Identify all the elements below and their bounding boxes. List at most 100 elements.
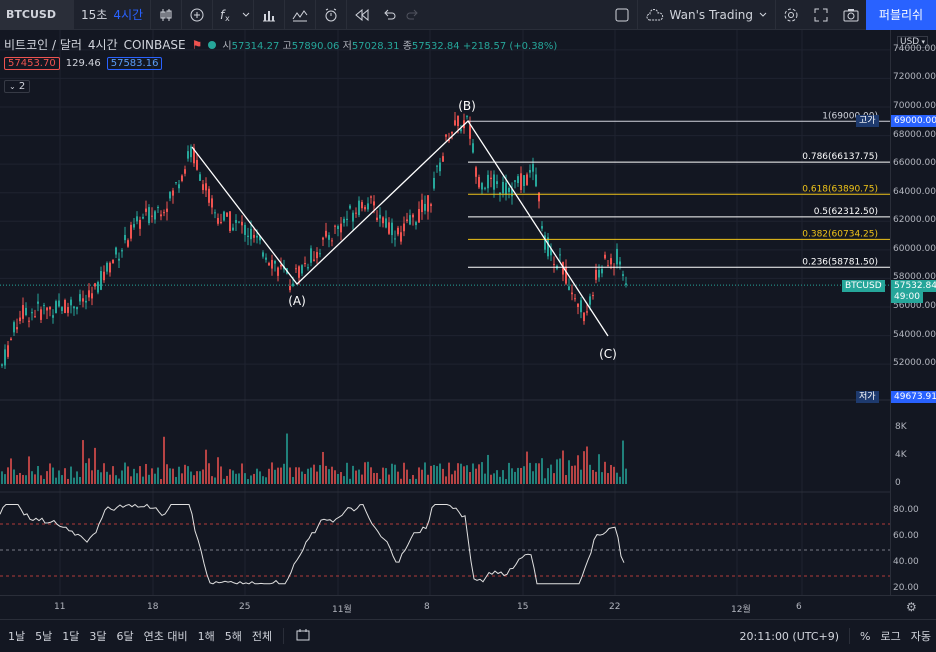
price-tick-label: 54000.00 [893, 329, 936, 340]
candle-body [271, 259, 273, 269]
candle-body [121, 250, 123, 252]
undo-icon[interactable] [377, 0, 401, 30]
candle-body [103, 271, 105, 281]
volume-bar [448, 462, 450, 484]
candle-body [574, 298, 576, 300]
range-button[interactable]: 연초 대비 [143, 630, 188, 643]
auto-scale-toggle[interactable]: 자동 [910, 630, 931, 643]
percent-scale-toggle[interactable]: % [860, 629, 871, 643]
candle-body [292, 283, 294, 286]
candle-style-icon[interactable] [151, 0, 181, 30]
candle-body [385, 218, 387, 228]
range-button[interactable]: 1달 [62, 630, 80, 643]
volume-bar [613, 466, 615, 484]
bid-price[interactable]: 57453.70 [4, 57, 60, 70]
toolbar-divider [253, 0, 255, 30]
candle-body [310, 248, 312, 263]
range-button[interactable]: 5날 [35, 630, 53, 643]
volume-bar [184, 464, 186, 484]
symbol-legend: 비트코인 / 달러 4시간 COINBASE ⚑ 시57314.27 고5789… [4, 36, 557, 53]
candle-body [193, 148, 195, 164]
candle-body [559, 254, 561, 256]
volume-bar [496, 470, 498, 484]
candle-body [220, 222, 222, 224]
volume-bar [394, 464, 396, 484]
add-compare-icon[interactable] [182, 0, 212, 30]
candle-body [544, 235, 546, 250]
axis-settings-gear-icon[interactable]: ⚙ [906, 600, 917, 614]
replay-icon[interactable] [347, 0, 377, 30]
price-tick-label: 60000.00 [893, 243, 936, 254]
price-chart[interactable]: 1(69000.00) 0.786(66137.75) 0.618(63890.75… [0, 30, 890, 595]
candle-body [127, 240, 129, 247]
price-tick-label: 52000.00 [893, 358, 936, 369]
candle-body [394, 238, 396, 240]
volume-bar [286, 433, 288, 484]
volume-bar [502, 470, 504, 484]
volume-bar [16, 475, 18, 484]
flag-icon[interactable]: ⚑ [191, 37, 203, 52]
time-axis[interactable]: ⚙ 11 18 25 11월 8 15 22 12월 6 [0, 595, 936, 619]
fib-retracement[interactable]: 1(69000.00) 0.786(66137.75) 0.618(63890.75… [468, 111, 890, 268]
candle-body [229, 211, 231, 232]
abc-wave-drawing[interactable]: (A) (B) (C) [191, 99, 617, 361]
legend-title[interactable]: 비트코인 / 달러 [4, 38, 82, 52]
time-tick-label: 8 [424, 602, 430, 612]
currency-selector[interactable]: USD ▾ [897, 36, 928, 48]
candle-body [208, 188, 210, 203]
range-button[interactable]: 3달 [89, 630, 107, 643]
volume-bar [298, 467, 300, 484]
volume-bar [88, 458, 90, 484]
candle-body [460, 129, 462, 132]
volume-bar [211, 476, 213, 484]
range-button[interactable]: 전체 [251, 630, 273, 643]
redo-icon[interactable] [401, 0, 425, 30]
publish-button[interactable]: 퍼블리쉬 [866, 0, 936, 30]
volume-bar [517, 467, 519, 484]
range-button[interactable]: 6달 [116, 630, 134, 643]
fullscreen-icon[interactable] [806, 0, 836, 30]
range-button[interactable]: 1날 [8, 630, 26, 643]
symbol-search[interactable]: BTCUSD [0, 0, 74, 30]
layout-selector[interactable]: Wan's Trading [638, 8, 775, 22]
fullscreen-square-icon[interactable] [607, 0, 637, 30]
volume-bar [7, 467, 9, 484]
volume-bar [451, 474, 453, 484]
candle-body [547, 237, 549, 257]
timezone-clock[interactable]: 20:11:00 (UTC+9) [739, 629, 840, 643]
candle-body [388, 222, 390, 234]
candle-body [409, 215, 411, 225]
range-button[interactable]: 1해 [197, 630, 215, 643]
chevron-down-icon: ▾ [919, 38, 925, 46]
templates-icon[interactable] [285, 0, 315, 30]
settings-gear-icon[interactable] [776, 0, 806, 30]
camera-icon[interactable] [836, 0, 866, 30]
candle-body [412, 214, 414, 218]
price-axis[interactable]: USD ▾ 74000.00 72000.00 70000.00 68000.00 66… [890, 30, 936, 595]
candle-body [76, 306, 78, 310]
volume-bar [112, 466, 114, 484]
candle-body [487, 174, 489, 189]
ask-price[interactable]: 57583.16 [106, 57, 163, 70]
alert-icon[interactable] [316, 0, 346, 30]
candle-body [19, 317, 21, 322]
log-scale-toggle[interactable]: 로그 [880, 630, 901, 643]
candle-body [46, 307, 48, 311]
interval-15s[interactable]: 15초 4시간 [74, 0, 152, 30]
candle-body [202, 184, 204, 191]
legend-exchange: COINBASE [123, 37, 186, 52]
volume-bar [373, 472, 375, 484]
volume-bar [466, 465, 468, 484]
range-button[interactable]: 5해 [224, 630, 242, 643]
indicators-collapse-button[interactable]: ⌄ 2 [4, 80, 31, 93]
candle-body [298, 266, 300, 278]
date-range-icon[interactable] [290, 628, 316, 644]
candle-body [79, 294, 81, 302]
interval-4h-label[interactable]: 4시간 [113, 8, 144, 22]
financials-icon[interactable] [254, 0, 284, 30]
candle-body [256, 235, 258, 238]
volume-bar [55, 477, 57, 484]
volume-bar [178, 466, 180, 484]
chevron-down-icon[interactable] [239, 0, 253, 30]
